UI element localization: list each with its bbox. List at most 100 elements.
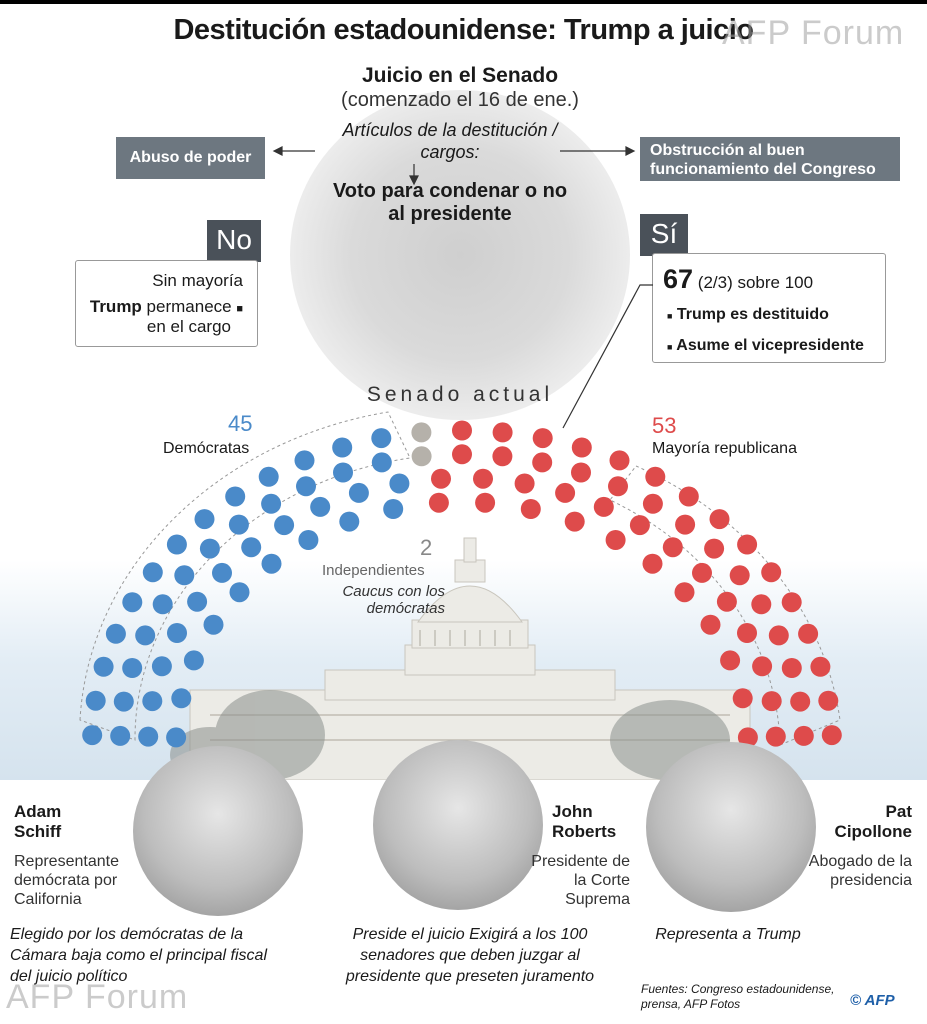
schiff-name: Adam Schiff (14, 802, 62, 841)
seat-democrat (298, 530, 319, 550)
yes-outcome-box: 67 (2/3) sobre 100 ■ Trump es destituido… (652, 253, 886, 363)
seat-democrat (122, 658, 143, 678)
seat-republican (571, 462, 591, 483)
seat-democrat (152, 594, 173, 615)
afp-logo: © AFP (850, 992, 895, 1009)
seat-republican (608, 476, 628, 497)
seat-democrat (122, 592, 143, 613)
roberts-name: John Roberts (552, 802, 617, 841)
seat-democrat (333, 462, 353, 483)
seat-democrat (171, 688, 192, 709)
seat-republican (532, 452, 553, 473)
roberts-desc: Preside el juicio Exigirá a los 100 sena… (345, 926, 595, 985)
in-office-text: en el cargo (146, 317, 231, 336)
seat-democrat (383, 499, 404, 519)
seat-democrat (142, 562, 163, 583)
watermark-bottom: AFP Forum (6, 978, 189, 1016)
seat-democrat (332, 437, 353, 458)
seat-republican (798, 623, 819, 644)
seat-republican (629, 515, 650, 536)
fraction-text: (2/3) sobre 100 (697, 273, 814, 292)
cipollone-desc: Representa a Trump (655, 926, 801, 943)
schiff-photo (133, 746, 303, 916)
seat-republican (737, 623, 757, 643)
roberts-role: Presidente de la Corte Suprema (531, 853, 630, 908)
seat-democrat (241, 537, 262, 558)
seat-republican (492, 446, 513, 467)
seat-republican (645, 466, 666, 487)
seat-republican (761, 691, 782, 712)
seat-democrat (339, 511, 360, 532)
bullet-icon: ■ (236, 303, 243, 315)
seat-republican (642, 493, 663, 514)
seat-republican (520, 499, 541, 519)
seat-democrat (348, 482, 369, 503)
removed-item: ■ Trump es destituido (667, 306, 829, 323)
charge-abuse-of-power: Abuso de poder (116, 137, 265, 179)
seat-republican (790, 691, 811, 712)
sources-note: Fuentes: Congreso estadounidense, prensa… (641, 982, 835, 1011)
votes-needed-number: 67 (663, 264, 694, 294)
seat-democrat (261, 553, 282, 574)
seat-republican (818, 690, 839, 711)
seat-republican (593, 496, 614, 517)
seat-republican (781, 658, 802, 678)
seat-republican (765, 726, 786, 747)
cipollone-name: Pat Cipollone (834, 802, 912, 841)
no-outcome-box: Sin mayoría Trump permanece ■ en el carg… (75, 260, 258, 347)
seat-republican (716, 591, 737, 612)
seat-republican (678, 486, 699, 507)
seat-democrat (261, 493, 282, 514)
ind-note: Caucus con los demócratas (342, 583, 445, 617)
seat-democrat (228, 514, 249, 535)
seat-republican (605, 530, 626, 550)
charge-obstruction: Obstrucción al buen funcionamiento del C… (640, 137, 900, 181)
two-thirds-text: 67 (2/3) sobre 100 (663, 264, 813, 295)
trump-bold: Trump (89, 297, 142, 316)
dem-bracket (79, 411, 411, 741)
dem-label: Demócratas (163, 440, 250, 457)
watermark-top: AFP Forum (722, 14, 905, 52)
seat-republican (492, 422, 513, 443)
seat-republican (761, 562, 782, 583)
seat-republican (751, 594, 772, 615)
senate-label: Senado actual (366, 383, 554, 406)
cipollone-photo (646, 742, 816, 912)
trial-subheading: (comenzado el 16 de ene.) (341, 89, 579, 111)
seat-democrat (371, 452, 392, 473)
seat-democrat (194, 509, 215, 530)
seat-republican (555, 482, 576, 503)
trump-photo (290, 90, 630, 420)
seat-republican (732, 688, 753, 709)
seat-democrat (187, 591, 208, 612)
top-rule (0, 0, 927, 4)
seat-democrat (167, 623, 187, 643)
seat-democrat (225, 486, 246, 507)
roberts-photo (373, 740, 543, 910)
seat-democrat (166, 534, 187, 555)
ind-label: Independientes (322, 562, 425, 579)
seat-republican (452, 444, 472, 465)
seat-democrat (151, 656, 172, 677)
schiff-role: Representante demócrata por California (14, 853, 119, 908)
seat-democrat (183, 650, 204, 671)
seat-republican (475, 492, 496, 513)
senate-hemicycle (79, 411, 842, 748)
seat-republican (720, 650, 741, 671)
seat-democrat (82, 725, 103, 746)
seat-republican (428, 492, 449, 513)
seat-democrat (310, 496, 331, 517)
dem-count: 45 (228, 411, 253, 436)
trial-heading: Juicio en el Senado (361, 64, 559, 87)
rep-count: 53 (652, 413, 677, 438)
seat-republican (674, 582, 695, 603)
seat-democrat (296, 476, 316, 497)
rep-bracket (609, 465, 841, 746)
stays-text: permanece (141, 297, 232, 316)
seat-democrat (294, 450, 315, 471)
no-label: No (207, 220, 261, 262)
seat-republican (821, 725, 842, 746)
seat-republican (781, 592, 802, 613)
seat-democrat (142, 691, 163, 712)
seat-democrat (113, 691, 134, 712)
